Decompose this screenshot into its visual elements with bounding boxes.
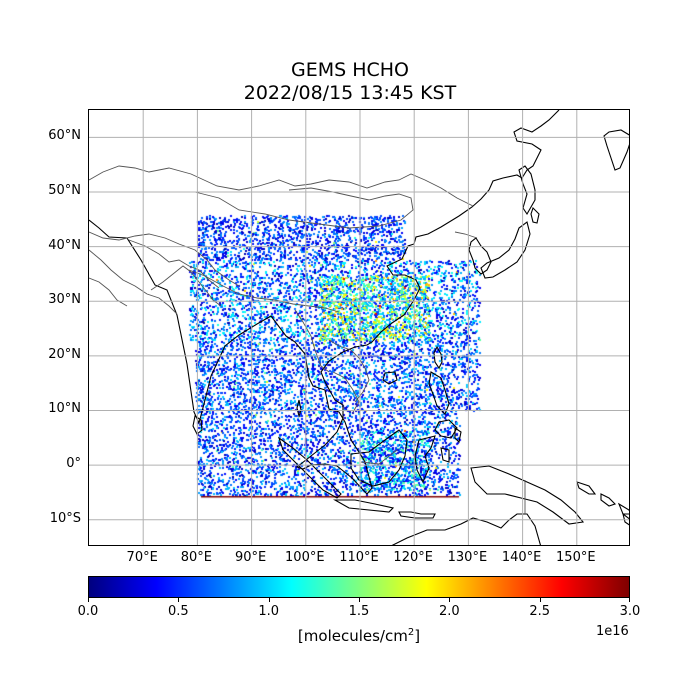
colorbar-tick-label: 1.0 <box>258 604 279 619</box>
coastline-hainan <box>382 371 398 385</box>
colorbar-tick-label: 2.0 <box>438 604 460 619</box>
coastline-taiwan <box>433 345 443 370</box>
map-title: GEMS HCHO <box>290 59 410 81</box>
map-datetime: 2022/08/15 13:45 KST <box>243 82 457 104</box>
lon-tick-label: 140°E <box>501 550 542 565</box>
coastlines <box>89 110 629 545</box>
coastline-mindanao <box>434 419 458 439</box>
lat-tick-label: 50°N <box>48 182 81 198</box>
colorbar-tick <box>539 598 541 602</box>
border-central-asia <box>89 249 178 315</box>
coastline-borneo <box>350 429 408 487</box>
coastline-andaman <box>296 399 302 418</box>
colorbar-exponent: 1e16 <box>596 624 629 639</box>
lat-tick-label: 60°N <box>48 128 81 144</box>
graticule <box>89 110 629 545</box>
colorbar-tick-label: 1.5 <box>348 604 370 619</box>
coastline-solomon-2 <box>617 502 629 515</box>
coastline-moluccas <box>440 447 450 463</box>
coastline-newguinea <box>470 465 585 525</box>
border-thai-cambodia <box>332 371 360 413</box>
coastline-java <box>332 499 395 513</box>
unit-superscript: 2 <box>407 627 415 638</box>
coastline-solomon <box>600 493 617 507</box>
coastline-kamchatka <box>603 129 629 171</box>
lat-tick-label: 30°N <box>48 292 81 308</box>
lon-tick-label: 150°E <box>556 550 596 565</box>
border-indochina <box>328 339 370 403</box>
coastline-sunda <box>398 511 436 519</box>
colorbar-tick-label: 3.0 <box>619 604 641 619</box>
country-borders <box>89 165 526 514</box>
border-russia-north <box>89 165 474 207</box>
lat-tick-label: 0° <box>66 456 81 472</box>
colorbar-tick-label: 2.5 <box>529 604 550 619</box>
coastline-japan-north <box>530 206 540 224</box>
coastline-asia <box>89 110 560 495</box>
lon-tick-label: 80°E <box>180 550 213 565</box>
border-himalaya <box>188 269 340 313</box>
border-myanmar <box>294 309 330 373</box>
coastline-halmahera <box>454 426 462 444</box>
map-panel <box>88 109 630 546</box>
lon-tick-label: 90°E <box>234 550 267 565</box>
lat-tick-label: 20°N <box>48 346 81 362</box>
colorbar-tick <box>629 598 630 602</box>
border-china-korea <box>454 231 478 239</box>
coastline-srilanka <box>192 415 203 435</box>
lon-tick-label: 100°E <box>285 550 325 565</box>
lat-tick-label: 10°S <box>49 510 81 526</box>
lat-tick-label: 10°N <box>48 401 81 417</box>
colorbar-tick <box>178 598 180 602</box>
colorbar-tick-label: 0.0 <box>77 604 99 619</box>
coastline-korea <box>468 237 492 275</box>
border-kazakh <box>89 231 240 287</box>
coastline-philippines <box>428 371 450 415</box>
coastline-australia <box>391 513 542 545</box>
colorbar-tick-label: 0.5 <box>167 604 189 619</box>
colorbar-unit-label: [molecules/cm2] <box>0 627 700 645</box>
coastline-sumatra <box>277 436 342 499</box>
colorbar-tick <box>268 598 270 602</box>
colorbar-tick <box>359 598 360 602</box>
border-borneo <box>360 449 398 465</box>
unit-suffix: ] <box>414 627 421 645</box>
border-mongolia <box>194 187 414 229</box>
lon-tick-label: 130°E <box>447 550 488 565</box>
lon-tick-label: 120°E <box>393 550 433 565</box>
coastline-sakhalin <box>518 165 536 216</box>
lon-tick-label: 110°E <box>339 550 379 565</box>
lat-tick-label: 40°N <box>48 237 81 253</box>
colorbar-tick <box>88 598 89 602</box>
colorbar <box>88 576 630 598</box>
lon-tick-label: 70°E <box>126 550 158 565</box>
hcho-map <box>89 110 629 545</box>
colorbar-tick <box>449 598 451 602</box>
unit-text: [molecules/cm <box>297 627 408 645</box>
coastline-bismarck <box>576 481 597 495</box>
coastline-sulawesi <box>414 435 436 484</box>
border-pakistan-india <box>150 265 222 307</box>
border-caspian <box>89 277 128 307</box>
